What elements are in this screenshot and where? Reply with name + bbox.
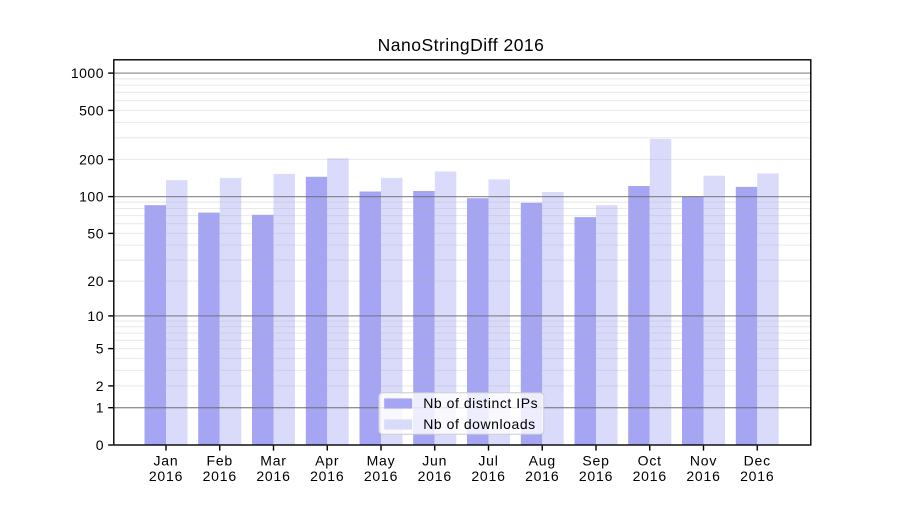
svg-text:Apr: Apr — [315, 452, 339, 468]
svg-text:2016: 2016 — [525, 468, 559, 484]
svg-text:2016: 2016 — [310, 468, 344, 484]
svg-text:2016: 2016 — [579, 468, 613, 484]
svg-text:1000: 1000 — [71, 65, 104, 81]
svg-text:1: 1 — [96, 400, 104, 416]
svg-text:Sep: Sep — [582, 452, 609, 468]
svg-text:500: 500 — [79, 102, 104, 118]
svg-text:2: 2 — [96, 378, 104, 394]
svg-text:2016: 2016 — [471, 468, 505, 484]
svg-text:5: 5 — [96, 341, 104, 357]
svg-text:2016: 2016 — [364, 468, 398, 484]
svg-text:Oct: Oct — [638, 452, 662, 468]
svg-text:Mar: Mar — [260, 452, 287, 468]
svg-text:Nov: Nov — [690, 452, 717, 468]
svg-text:Jan: Jan — [154, 452, 179, 468]
svg-text:2016: 2016 — [633, 468, 667, 484]
svg-text:NanoStringDiff 2016: NanoStringDiff 2016 — [378, 35, 545, 55]
svg-text:2016: 2016 — [149, 468, 183, 484]
svg-text:Jun: Jun — [422, 452, 447, 468]
svg-text:Nb of downloads: Nb of downloads — [423, 416, 536, 432]
svg-text:May: May — [367, 452, 396, 468]
svg-text:2016: 2016 — [203, 468, 237, 484]
svg-text:Dec: Dec — [744, 452, 771, 468]
svg-text:2016: 2016 — [418, 468, 452, 484]
svg-text:Jul: Jul — [478, 452, 498, 468]
svg-text:2016: 2016 — [256, 468, 290, 484]
svg-text:Aug: Aug — [529, 452, 556, 468]
svg-text:200: 200 — [79, 152, 104, 168]
svg-text:Feb: Feb — [206, 452, 233, 468]
svg-text:2016: 2016 — [686, 468, 720, 484]
svg-text:100: 100 — [79, 189, 104, 205]
svg-text:50: 50 — [87, 225, 104, 241]
svg-text:Nb of distinct IPs: Nb of distinct IPs — [423, 395, 538, 411]
svg-text:20: 20 — [87, 273, 104, 289]
svg-text:2016: 2016 — [740, 468, 774, 484]
svg-text:10: 10 — [87, 308, 104, 324]
svg-text:0: 0 — [96, 437, 104, 453]
